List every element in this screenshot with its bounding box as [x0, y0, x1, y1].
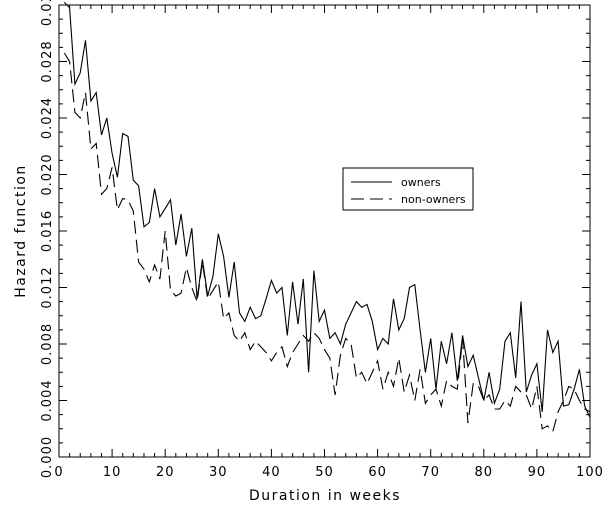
x-tick-label: 90 — [528, 465, 547, 480]
legend-box — [342, 167, 474, 211]
legend-label-non-owners: non-owners — [401, 193, 466, 206]
plot-layer — [63, 1, 591, 433]
x-tick-label: 70 — [421, 465, 440, 480]
legend: owners non-owners — [342, 167, 474, 211]
y-tick-label: 0.024 — [40, 97, 55, 139]
x-tick-label: 10 — [103, 465, 122, 480]
x-tick-label: 20 — [156, 465, 175, 480]
y-tick-label: 0.016 — [40, 210, 55, 252]
series-line-owners — [63, 1, 591, 418]
x-tick-label: 0 — [54, 465, 63, 480]
series-line-non-owners — [63, 52, 591, 433]
y-axis-label: Hazard function — [13, 164, 29, 298]
x-tick-label: 50 — [315, 465, 334, 480]
y-tick-label: 0.028 — [40, 40, 55, 82]
x-tick-label: 80 — [475, 465, 494, 480]
y-tick-label: 0.000 — [40, 436, 55, 478]
y-tick-label: 0.032 — [40, 0, 55, 26]
y-tick-label: 0.020 — [40, 153, 55, 195]
y-tick-label: 0.004 — [40, 379, 55, 421]
x-tick-label: 40 — [262, 465, 281, 480]
x-tick-label: 100 — [576, 465, 603, 480]
x-tick-label: 60 — [368, 465, 387, 480]
y-tick-label: 0.012 — [40, 266, 55, 308]
legend-label-owners: owners — [401, 176, 441, 189]
y-tick-label: 0.008 — [40, 323, 55, 365]
x-axis-label: Duration in weeks — [249, 488, 401, 504]
ticks-layer: 0 10 20 30 40 50 60 70 80 90 100 0.000 0.004 0.008 0.0… — [40, 0, 603, 480]
x-tick-label: 30 — [209, 465, 228, 480]
